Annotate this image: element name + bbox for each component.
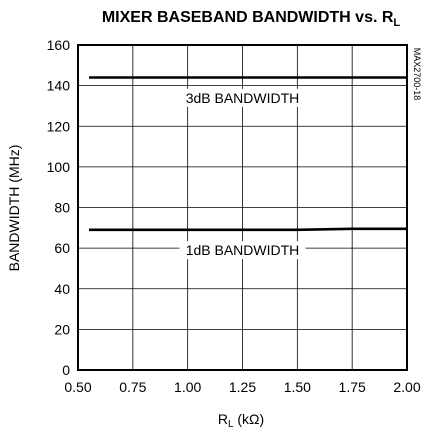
x-tick-label: 1.00 [174,379,201,395]
y-tick-label: 40 [54,281,70,297]
y-tick-label: 100 [47,159,71,175]
chart-title: MIXER BASEBAND BANDWIDTH vs. RL [102,9,401,29]
x-axis-label: RL (kΩ) [218,411,264,430]
x-tick-label: 1.50 [284,379,311,395]
series-line-1 [89,227,407,232]
axis-ticks: 0.50 0.75 1.00 1.25 1.50 1.75 2.00 0 20 40 60 80 100… [47,37,421,395]
y-tick-label: 140 [47,78,71,94]
y-tick-label: 120 [47,118,71,134]
series-annotations: 3dB BANDWIDTH 1dB BANDWIDTH [179,88,306,260]
annotation-bg [179,88,306,107]
x-tick-label: 1.25 [229,379,256,395]
plot-frame [77,44,408,371]
y-tick-label: 20 [54,321,70,337]
series-label-1: 1dB BANDWIDTH [186,242,300,258]
series-lines [89,76,407,232]
annotation-bg [179,241,306,260]
y-tick-label: 60 [54,240,70,256]
y-axis-label: BANDWIDTH (MHz) [6,145,22,272]
x-tick-label: 0.50 [64,379,91,395]
x-tick-label: 0.75 [119,379,146,395]
y-tick-label: 80 [54,200,70,216]
y-tick-label: 0 [62,362,70,378]
part-code: MAX2700-18 [412,48,422,101]
x-tick-label: 2.00 [393,379,420,395]
x-tick-label: 1.75 [339,379,366,395]
series-label-0: 3dB BANDWIDTH [186,90,300,106]
y-tick-label: 160 [47,37,71,53]
